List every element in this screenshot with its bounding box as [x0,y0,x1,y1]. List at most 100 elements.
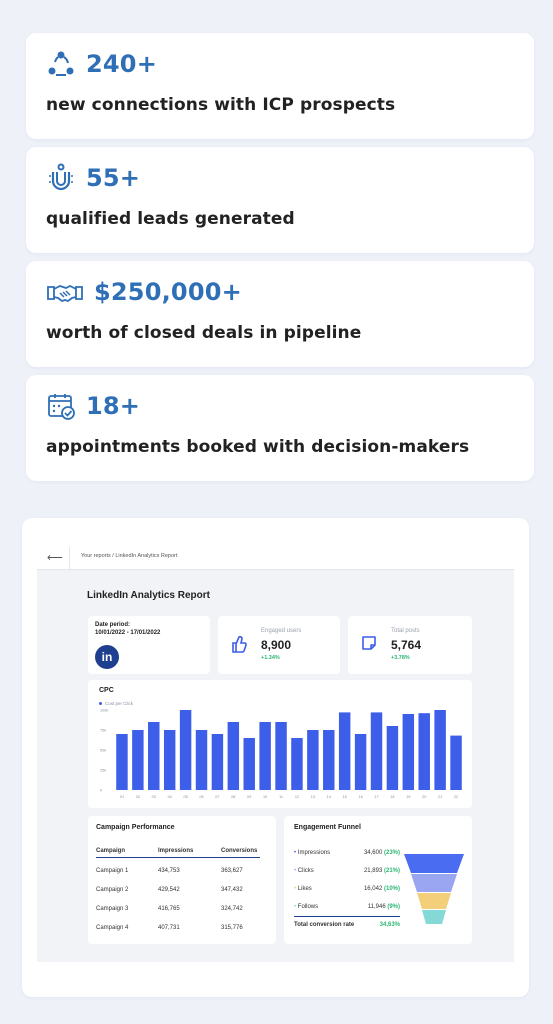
x-tick-label: 06 [199,795,203,799]
cpc-bar[interactable] [275,722,287,790]
funnel-graphic [404,854,464,924]
funnel-value: 16,042 [363,886,383,892]
thumbs-up-icon [230,634,248,659]
stat-description: worth of closed deals in pipeline [46,323,362,343]
column-header: Conversions [221,848,258,854]
x-tick-label: 04 [168,795,172,799]
date-label: Date period: [95,622,131,628]
cpc-bar[interactable] [132,730,144,790]
x-tick-label: 14 [327,795,331,799]
stat-value: 55+ [86,164,141,192]
x-tick-label: 18 [390,795,394,799]
y-tick-label: 100k [100,709,108,713]
y-tick-label: 25k [100,769,106,773]
x-tick-label: 10 [263,795,267,799]
x-tick-label: 09 [247,795,251,799]
cpc-bar[interactable] [323,730,335,790]
report-top-bar: ⟵ Your reports / LinkedIn Analytics Repo… [37,547,514,570]
column-header: Impressions [158,848,194,854]
x-tick-label: 02 [136,795,140,799]
cpc-bar[interactable] [370,712,383,790]
x-tick-label: 13 [311,795,315,799]
column-header: Campaign [96,848,126,854]
cpc-bar[interactable] [434,710,446,790]
funnel-row: • Impressions 34,600 (23%) [294,850,400,856]
x-tick-label: 11 [279,795,283,799]
campaign-performance-panel: Campaign Performance Campaign Impression… [88,816,276,944]
breadcrumb[interactable]: Your reports / LinkedIn Analytics Report [81,553,178,559]
handshake-icon [46,277,84,307]
total-posts-delta: +3.78% [391,655,410,661]
cpc-bar[interactable] [354,734,367,790]
stat-value: $250,000+ [94,278,242,306]
cpc-bar[interactable] [402,714,415,790]
date-value: 10/01/2022 - 17/01/2022 [95,630,161,636]
engagement-funnel-panel: Engagement Funnel • Impressions 34,600 (… [284,816,472,944]
cpc-bar[interactable] [450,735,462,790]
cpc-bar[interactable] [211,734,224,790]
cpc-bar[interactable] [179,710,192,790]
cpc-bar[interactable] [195,730,208,790]
back-arrow-icon[interactable]: ⟵ [47,552,63,564]
cpc-bar[interactable] [307,730,319,790]
total-posts-label: Total posts [391,628,420,634]
report-title: LinkedIn Analytics Report [87,590,210,601]
y-tick-label: 0 [100,789,102,793]
cpc-bar[interactable] [227,722,240,790]
cpc-chart: 100k 75k 50k 25k 0 01 02 03 04 05 06 07 08 09 10 11 12 13… [100,709,462,799]
stat-card: 240+ new connections with ICP prospects [26,33,534,139]
x-tick-label: 12 [295,795,299,799]
x-tick-label: 16 [358,795,362,799]
chart-title: CPC [99,687,114,694]
funnel-title: Engagement Funnel [294,824,361,831]
cpc-bar[interactable] [163,730,176,790]
date-panel: Date period: 10/01/2022 - 17/01/2022 in [88,616,210,674]
engaged-users-value: 8,900 [261,638,292,652]
calendar-check-icon [46,391,76,421]
cpc-bar[interactable] [338,712,351,790]
funnel-label: Follows [297,904,319,910]
funnel-value: 11,946 [367,904,386,910]
engaged-users-panel: Engaged users 8,900 +1.34% [218,616,340,674]
cpc-bar[interactable] [291,738,303,790]
stat-card: $250,000+ worth of closed deals in pipel… [26,261,534,367]
cpc-bar[interactable] [116,734,128,790]
chart-legend: Cost per Click [99,701,133,706]
cpc-bar[interactable] [148,722,160,790]
funnel-label: Likes [297,886,312,892]
campaign-title: Campaign Performance [96,824,175,831]
cell-impressions: 434,753 [158,868,180,874]
cpc-bar[interactable] [386,726,399,790]
stat-value: 240+ [86,50,158,78]
funnel-segment-follows [422,910,446,924]
stat-card: 18+ appointments booked with decision-ma… [26,375,534,481]
total-posts-value: 5,764 [391,638,422,652]
cpc-bar[interactable] [243,738,255,790]
funnel-divider [294,916,400,917]
cell-campaign: Campaign 1 [96,868,129,874]
cell-impressions: 429,542 [158,887,180,893]
funnel-segment-impressions [404,854,464,873]
x-tick-label: 03 [152,795,156,799]
cpc-bar[interactable] [418,713,430,790]
funnel-value: 34,600 [363,850,383,856]
engaged-users-label: Engaged users [261,628,302,634]
cpc-bar[interactable] [259,722,271,790]
cell-conversions: 315,776 [221,925,243,931]
cell-conversions: 363,627 [221,868,243,874]
funnel-pct: (10%) [383,886,400,892]
total-conversion-value: 34,63% [379,922,400,928]
cell-impressions: 416,765 [158,906,180,912]
x-tick-label: 19 [406,795,410,799]
x-tick-label: 17 [374,795,378,799]
funnel-segment-likes [417,893,451,909]
cell-campaign: Campaign 3 [96,906,129,912]
funnel-segment-clicks [411,874,457,892]
magnet-icon [46,163,76,193]
stat-description: appointments booked with decision-makers [46,437,470,457]
stat-value: 18+ [86,392,141,420]
funnel-row: • Likes 16,042 (10%) [294,886,400,892]
funnel-label: Clicks [297,868,314,874]
cell-conversions: 324,742 [221,906,243,912]
x-tick-label: 07 [215,795,219,799]
